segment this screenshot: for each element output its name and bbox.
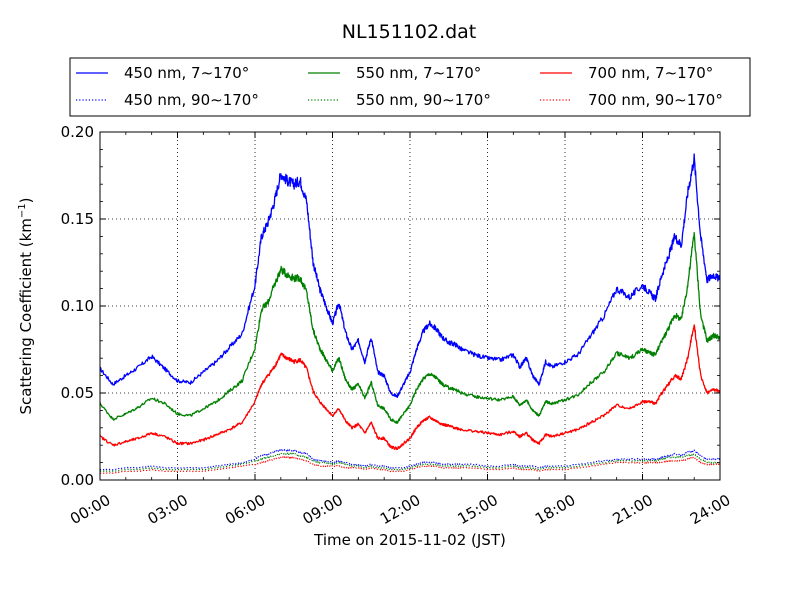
x-tick-label: 18:00 [532, 491, 578, 528]
series-line-2 [99, 231, 721, 424]
series-line-4 [99, 448, 721, 471]
plot-area: 00:00 03:00 06:00 09:00 12:00 15:00 18:00 21:00… [61, 123, 734, 528]
series-line-1 [99, 153, 721, 399]
series-line-3 [99, 324, 721, 451]
x-tick-label: 09:00 [300, 491, 346, 528]
y-tick-label: 0.00 [61, 471, 94, 489]
y-tick-label: 0.15 [61, 210, 94, 228]
legend-label: 450 nm, 7∼170° [124, 64, 249, 82]
x-tick-label: 12:00 [377, 491, 423, 528]
x-tick-label: 15:00 [455, 491, 501, 528]
y-axis-label-main: Scattering Coefficient (km [17, 218, 35, 414]
y-axis-label-end: ) [17, 197, 35, 203]
series-line-5 [99, 452, 721, 473]
chart-title: NL151102.dat [342, 21, 477, 43]
legend-box [69, 57, 751, 117]
x-tick-label: 00:00 [67, 491, 113, 528]
x-tick-label: 06:00 [222, 491, 268, 528]
y-tick-label: 0.20 [61, 123, 94, 141]
y-tick-label: 0.05 [61, 384, 94, 402]
y-axis-label: Scattering Coefficient (km−1) [17, 197, 35, 414]
y-axis-label-sup: −1 [17, 203, 28, 218]
legend-label: 450 nm, 90∼170° [124, 91, 259, 109]
legend: 450 nm, 7∼170° 550 nm, 7∼170° 700 nm, 7∼17… [69, 57, 751, 117]
x-axis-label: Time on 2015-11-02 (JST) [313, 531, 506, 549]
legend-label: 550 nm, 90∼170° [356, 91, 491, 109]
legend-label: 700 nm, 90∼170° [588, 91, 723, 109]
legend-label: 700 nm, 7∼170° [588, 64, 713, 82]
x-tick-label: 03:00 [145, 491, 191, 528]
x-tick-label: 24:00 [687, 491, 733, 528]
x-tick-label: 21:00 [610, 491, 656, 528]
y-tick-label: 0.10 [61, 297, 94, 315]
legend-label: 550 nm, 7∼170° [356, 64, 481, 82]
